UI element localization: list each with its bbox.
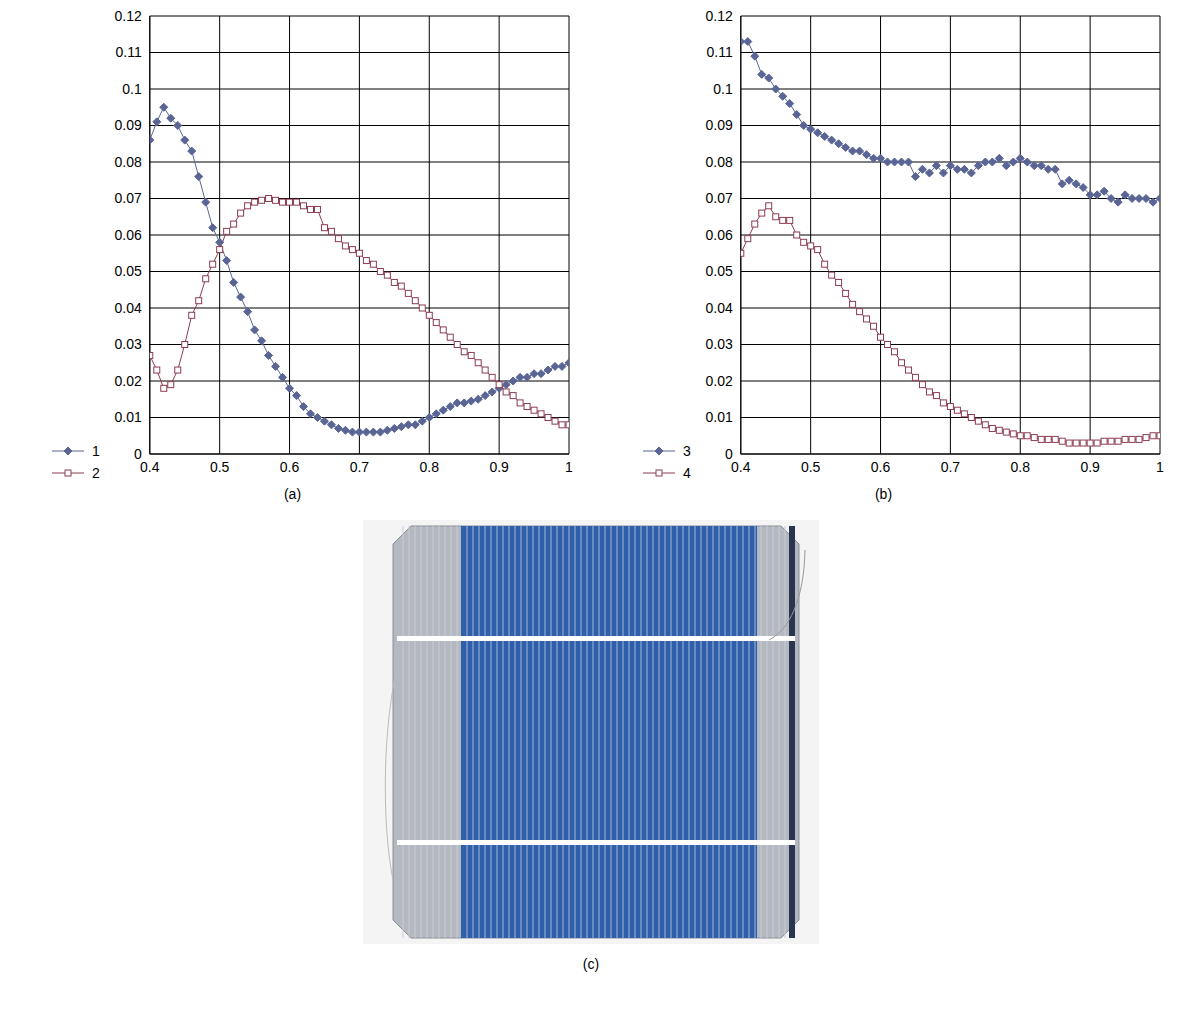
html-text:4: 4 [683, 465, 691, 481]
html-text:(b): (b) [874, 486, 893, 502]
svg-text:0.01: 0.01 [115, 409, 142, 425]
svg-text:0.08: 0.08 [115, 154, 142, 170]
svg-text:0.8: 0.8 [420, 459, 440, 475]
svg-text:0.12: 0.12 [706, 8, 733, 24]
svg-text:1: 1 [565, 459, 573, 475]
svg-text:0.05: 0.05 [706, 263, 733, 279]
svg-text:0.11: 0.11 [116, 44, 142, 60]
svg-text:0: 0 [725, 446, 733, 462]
html-text:(c): (c) [582, 956, 600, 972]
svg-text:0.6: 0.6 [871, 459, 891, 475]
svg-text:0.02: 0.02 [706, 373, 733, 389]
html-text:1: 1 [92, 443, 100, 459]
svg-text:0.5: 0.5 [210, 459, 230, 475]
svg-text:0.11: 0.11 [707, 44, 733, 60]
svg-text:0.04: 0.04 [706, 300, 733, 316]
svg-text:0.03: 0.03 [115, 336, 142, 352]
svg-text:0.4: 0.4 [731, 459, 751, 475]
html-text:(a): (a) [283, 486, 302, 502]
html-text:3: 3 [683, 443, 691, 459]
svg-text:0.03: 0.03 [706, 336, 733, 352]
svg-text:0.04: 0.04 [115, 300, 142, 316]
svg-text:0.08: 0.08 [706, 154, 733, 170]
svg-text:0.8: 0.8 [1011, 459, 1031, 475]
svg-text:0.12: 0.12 [115, 8, 142, 24]
svg-text:0.7: 0.7 [350, 459, 370, 475]
svg-text:0.9: 0.9 [1080, 459, 1100, 475]
svg-text:1: 1 [1156, 459, 1164, 475]
svg-text:0.6: 0.6 [280, 459, 300, 475]
svg-text:0: 0 [134, 446, 142, 462]
svg-text:0.4: 0.4 [140, 459, 160, 475]
svg-text:0.02: 0.02 [115, 373, 142, 389]
svg-text:0.07: 0.07 [706, 190, 733, 206]
svg-text:0.1: 0.1 [122, 81, 142, 97]
svg-text:0.09: 0.09 [115, 117, 142, 133]
html-text:2: 2 [92, 465, 100, 481]
svg-text:0.09: 0.09 [706, 117, 733, 133]
svg-text:0.06: 0.06 [115, 227, 142, 243]
svg-text:0.01: 0.01 [706, 409, 733, 425]
svg-text:0.9: 0.9 [489, 459, 509, 475]
svg-text:0.05: 0.05 [115, 263, 142, 279]
svg-text:0.07: 0.07 [115, 190, 142, 206]
svg-text:0.5: 0.5 [801, 459, 821, 475]
svg-text:0.1: 0.1 [713, 81, 733, 97]
svg-text:0.06: 0.06 [706, 227, 733, 243]
svg-text:0.7: 0.7 [941, 459, 961, 475]
